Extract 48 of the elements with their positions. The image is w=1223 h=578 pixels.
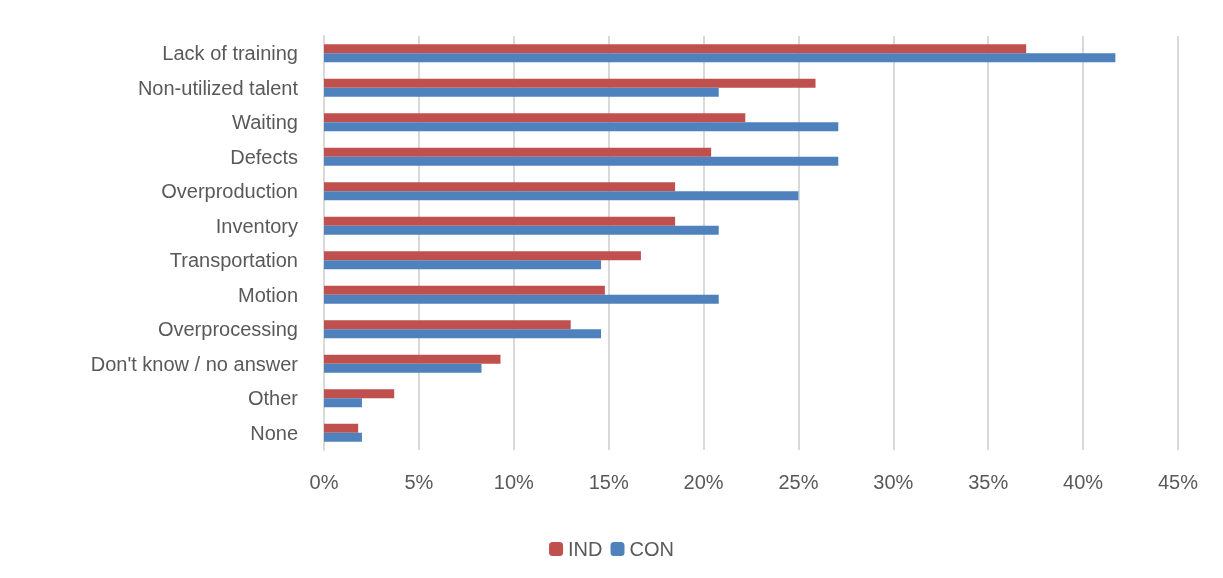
y-tick-label: Defects (230, 145, 298, 168)
x-tick-label: 15% (588, 471, 629, 493)
y-tick-label: Non-utilized talent (137, 76, 299, 99)
bar (324, 182, 676, 192)
x-tick-label: 35% (968, 471, 1009, 493)
bar (324, 225, 719, 235)
bar (324, 320, 571, 330)
bar (324, 87, 719, 97)
y-tick-label: Inventory (215, 214, 298, 237)
x-tick-label: 25% (778, 471, 819, 493)
x-tick-label: 40% (1063, 471, 1104, 493)
y-tick-label: Overproduction (161, 180, 298, 203)
legend-label: CON (629, 538, 674, 560)
bar (324, 354, 501, 364)
y-tick-label: Overprocessing (157, 318, 298, 341)
y-tick-label: Other (247, 387, 299, 410)
x-tick-label: 45% (1157, 471, 1199, 493)
bar (324, 423, 359, 433)
y-tick-label: Lack of training (162, 42, 298, 65)
x-tick-label: 20% (683, 471, 724, 493)
x-tick-label: 0% (309, 471, 339, 493)
bar (324, 389, 395, 399)
y-tick-label: None (250, 421, 298, 444)
bar (324, 44, 1027, 54)
bar (324, 191, 799, 201)
bar (324, 285, 605, 295)
bar (324, 156, 839, 166)
x-tick-label: 30% (873, 471, 914, 493)
y-tick-label: Waiting (232, 111, 298, 134)
bar (324, 329, 602, 339)
bar (324, 251, 641, 261)
legend-label: IND (568, 538, 603, 560)
y-tick-label: Motion (237, 283, 298, 306)
bar (324, 78, 816, 88)
bar (324, 216, 676, 226)
bar (324, 260, 602, 270)
bar (324, 432, 362, 442)
bar (324, 294, 719, 304)
bar (324, 398, 362, 408)
x-tick-label: 5% (404, 471, 434, 493)
bar (324, 122, 839, 132)
bar (324, 363, 482, 373)
bar (324, 113, 746, 123)
bar (324, 53, 1116, 63)
y-tick-label: Don't know / no answer (90, 352, 299, 375)
y-tick-label: Transportation (169, 249, 298, 272)
bar (324, 147, 712, 157)
x-tick-label: 10% (493, 471, 535, 493)
